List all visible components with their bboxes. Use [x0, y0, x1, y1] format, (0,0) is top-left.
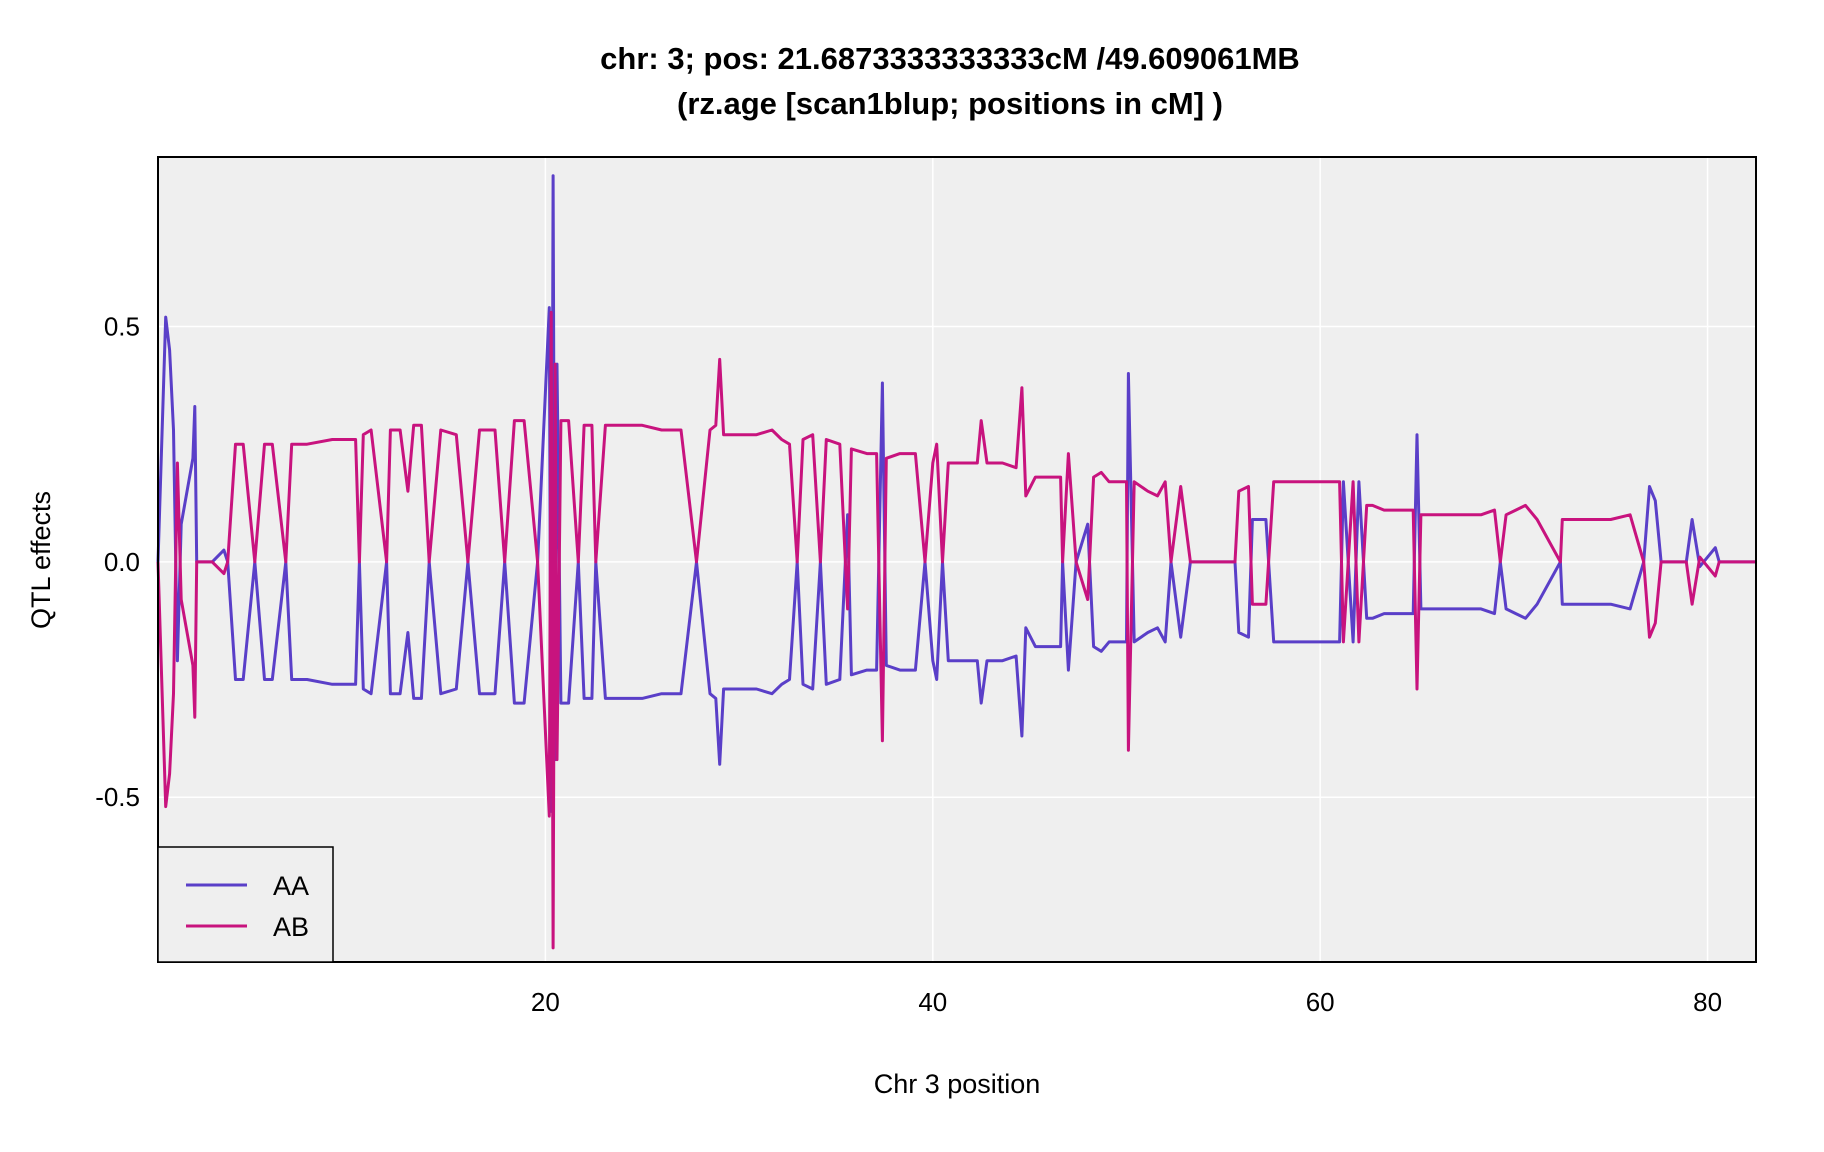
legend-box	[157, 846, 334, 963]
y-tick-label: 0.0	[104, 547, 140, 577]
legend-label-ab: AB	[273, 912, 309, 942]
legend-label-aa: AA	[273, 871, 309, 901]
chart-title: chr: 3; pos: 21.6873333333333cM /49.6090…	[600, 41, 1300, 76]
y-tick-label: 0.5	[104, 311, 140, 341]
series-line-aa	[156, 174, 1756, 813]
y-axis-label: QTL effects	[26, 491, 56, 629]
plot-border	[157, 156, 1757, 963]
plot-panel	[158, 157, 1756, 962]
series-lines	[156, 174, 1756, 950]
y-tick-label: -0.5	[95, 782, 140, 812]
axis-ticks: 20 40 60 80 -0.5 0.0 0.5	[95, 311, 1722, 1017]
gridlines	[158, 157, 1756, 962]
series-line-ab	[156, 310, 1756, 950]
x-tick-label: 40	[918, 987, 947, 1017]
x-tick-label: 60	[1306, 987, 1335, 1017]
x-axis-label: Chr 3 position	[874, 1069, 1041, 1099]
x-tick-label: 20	[531, 987, 560, 1017]
chart-subtitle: (rz.age [scan1blup; positions in cM] )	[677, 86, 1223, 121]
x-tick-label: 80	[1693, 987, 1722, 1017]
legend: AA AB	[157, 846, 334, 963]
